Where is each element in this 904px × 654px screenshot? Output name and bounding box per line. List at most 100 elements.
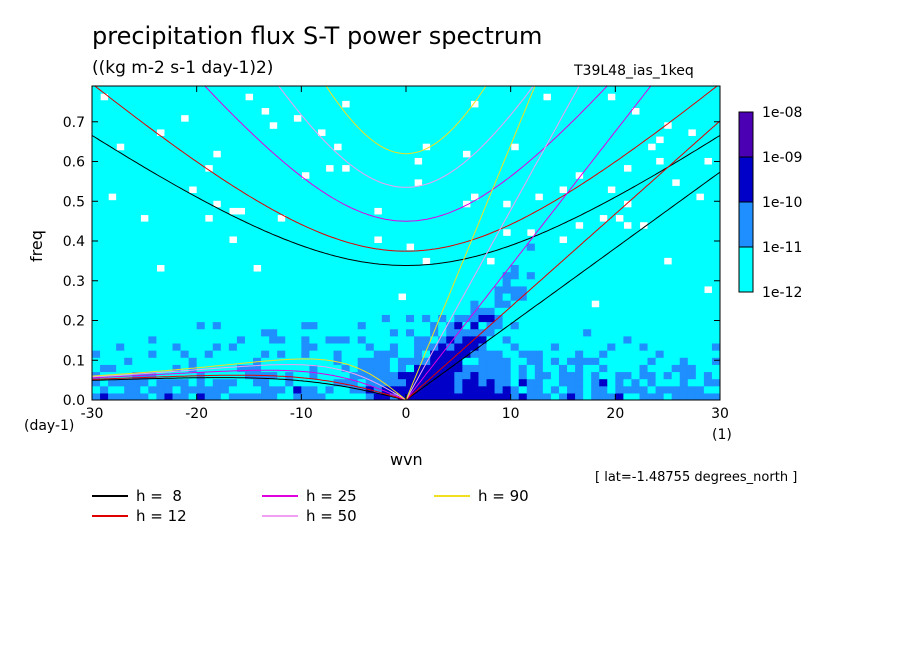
- spectrum-cell: [124, 100, 133, 109]
- spectrum-cell: [639, 228, 649, 237]
- spectrum-cell: [631, 307, 641, 315]
- spectrum-cell: [132, 207, 141, 216]
- spectrum-cell: [301, 121, 310, 130]
- spectrum-cell: [156, 292, 166, 301]
- spectrum-cell: [494, 221, 504, 230]
- spectrum-cell: [438, 257, 447, 266]
- spectrum-cell: [116, 271, 125, 280]
- spectrum-cell: [446, 193, 455, 201]
- spectrum-cell: [333, 300, 343, 308]
- spectrum-cell: [430, 278, 439, 287]
- spectrum-cell: [261, 86, 270, 94]
- spectrum-cell: [510, 364, 520, 373]
- spectrum-cell: [140, 150, 149, 158]
- spectrum-cell: [518, 278, 528, 287]
- spectrum-cell: [599, 235, 608, 244]
- spectrum-cell: [285, 114, 294, 123]
- spectrum-cell: [108, 314, 117, 323]
- spectrum-cell: [494, 371, 504, 380]
- spectrum-cell: [526, 385, 536, 394]
- spectrum-cell: [655, 392, 665, 400]
- spectrum-cell: [567, 171, 576, 180]
- spectrum-cell: [542, 243, 552, 251]
- spectrum-cell: [486, 157, 496, 166]
- spectrum-cell: [309, 335, 319, 344]
- spectrum-cell: [365, 171, 375, 180]
- spectrum-cell: [422, 300, 431, 308]
- spectrum-cell: [406, 200, 415, 208]
- spectrum-cell: [365, 135, 375, 144]
- spectrum-cell: [430, 214, 439, 223]
- spectrum-cell: [406, 121, 415, 130]
- spectrum-cell: [277, 257, 286, 266]
- spectrum-cell: [333, 285, 343, 294]
- spectrum-cell: [196, 385, 206, 394]
- spectrum-cell: [325, 228, 335, 237]
- spectrum-cell: [92, 292, 101, 301]
- spectrum-cell: [695, 157, 705, 166]
- spectrum-cell: [116, 378, 125, 387]
- rossby-curve: [92, 358, 407, 400]
- spectrum-cell: [253, 228, 262, 237]
- spectrum-cell: [212, 328, 222, 337]
- spectrum-cell: [615, 200, 624, 208]
- spectrum-cell: [196, 135, 206, 144]
- spectrum-cell: [623, 228, 633, 237]
- spectrum-cell: [406, 107, 415, 116]
- spectrum-cell: [438, 328, 447, 337]
- spectrum-cell: [116, 264, 125, 273]
- spectrum-cell: [172, 314, 182, 323]
- spectrum-cell: [406, 292, 415, 301]
- spectrum-cell: [711, 143, 720, 151]
- spectrum-cell: [301, 178, 310, 187]
- spectrum-cell: [373, 321, 383, 330]
- spectrum-cell: [494, 164, 504, 173]
- spectrum-cell: [349, 143, 359, 151]
- y-tick-label: 0.5: [63, 194, 85, 210]
- spectrum-cell: [269, 207, 278, 216]
- spectrum-cell: [494, 150, 504, 158]
- spectrum-cell: [406, 321, 415, 330]
- spectrum-cell: [148, 228, 158, 237]
- spectrum-cell: [236, 93, 246, 101]
- spectrum-cell: [188, 271, 198, 280]
- spectrum-cell: [663, 185, 673, 194]
- spectrum-cell: [510, 100, 520, 109]
- spectrum-cell: [607, 250, 616, 258]
- spectrum-cell: [406, 285, 415, 294]
- spectrum-cell: [575, 135, 584, 144]
- inertia-gravity-curve: [325, 86, 487, 155]
- spectrum-cell: [599, 164, 608, 173]
- spectrum-cell: [518, 307, 528, 315]
- spectrum-cell: [478, 185, 488, 194]
- spectrum-cell: [623, 207, 633, 216]
- spectrum-cell: [108, 335, 117, 344]
- spectrum-cell: [526, 278, 536, 287]
- spectrum-cell: [615, 292, 624, 301]
- spectrum-cell: [261, 143, 270, 151]
- spectrum-cell: [389, 357, 399, 365]
- spectrum-cell: [293, 157, 302, 166]
- spectrum-cell: [542, 271, 552, 280]
- spectrum-cell: [341, 307, 351, 315]
- spectrum-cell: [494, 93, 504, 101]
- spectrum-cell: [92, 378, 101, 387]
- spectrum-cell: [293, 93, 302, 101]
- spectrum-cell: [703, 185, 713, 194]
- spectrum-cell: [679, 250, 689, 258]
- spectrum-cell: [277, 135, 286, 144]
- spectrum-cell: [615, 285, 624, 294]
- spectrum-cell: [309, 321, 319, 330]
- spectrum-cell: [140, 307, 149, 315]
- spectrum-cell: [285, 378, 294, 387]
- spectrum-cell: [156, 143, 166, 151]
- spectrum-cell: [623, 307, 633, 315]
- spectrum-cell: [204, 328, 214, 337]
- spectrum-cell: [244, 271, 254, 280]
- spectrum-cell: [454, 150, 463, 158]
- spectrum-cell: [188, 157, 198, 166]
- spectrum-cell: [615, 235, 624, 244]
- spectrum-cell: [212, 350, 222, 358]
- spectrum-cell: [228, 300, 238, 308]
- spectrum-field: [92, 86, 720, 400]
